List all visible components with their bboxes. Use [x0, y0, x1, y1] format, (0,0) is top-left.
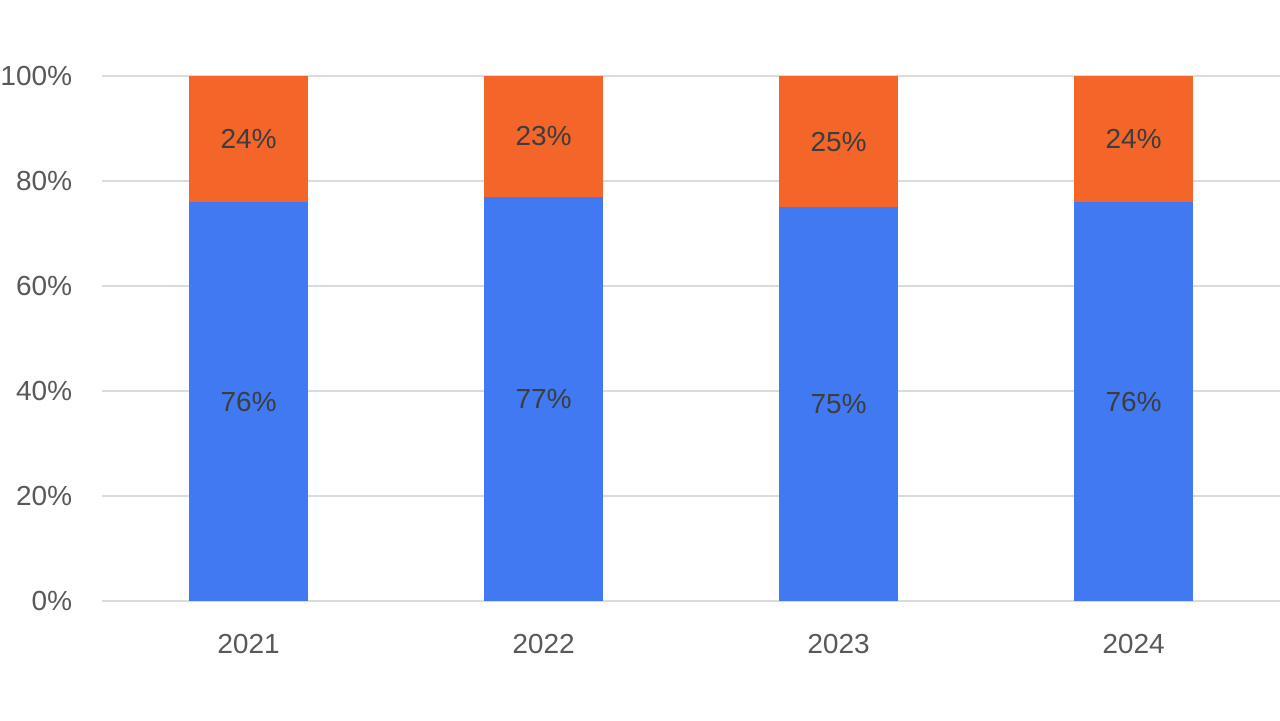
data-label: 75% [810, 388, 867, 420]
segment-orange-series-2023: 25% [779, 76, 898, 208]
y-tick-label: 80% [15, 165, 72, 196]
y-tick-label: 0% [31, 585, 72, 616]
segment-orange-series-2021: 24% [189, 76, 308, 202]
gridline-100% [102, 75, 1280, 77]
gridline-0% [102, 600, 1280, 602]
segment-blue-series-2024: 76% [1074, 202, 1193, 601]
y-tick-label: 20% [15, 480, 72, 511]
bar-2021: 24% 76% [189, 76, 308, 601]
gridline-80% [102, 180, 1280, 182]
y-tick-label: 100% [0, 60, 72, 91]
y-tick-label: 40% [15, 375, 72, 406]
gridline-60% [102, 285, 1280, 287]
gridline-20% [102, 495, 1280, 497]
y-tick-label: 60% [15, 270, 72, 301]
data-label: 24% [1105, 123, 1162, 154]
data-label: 24% [220, 123, 277, 154]
segment-blue-series-2021: 76% [189, 202, 308, 601]
data-label: 77% [515, 382, 572, 414]
segment-blue-series-2023: 75% [779, 207, 898, 601]
x-axis-label: 2021 [217, 628, 280, 659]
x-axis-label: 2024 [1102, 628, 1165, 659]
gridline-40% [102, 390, 1280, 392]
bar-2022: 23% 77% [484, 76, 603, 601]
bar-2024: 24% 76% [1074, 76, 1193, 601]
data-label: 23% [515, 120, 572, 152]
data-label: 76% [1105, 385, 1162, 417]
data-label: 76% [220, 385, 277, 417]
segment-blue-series-2022: 77% [484, 196, 603, 601]
segment-orange-series-2024: 24% [1074, 76, 1193, 202]
data-label: 25% [810, 125, 867, 157]
bar-2023: 25% 75% [779, 76, 898, 601]
x-axis-label: 2022 [512, 628, 575, 659]
segment-orange-series-2022: 23% [484, 76, 603, 197]
x-axis-label: 2023 [807, 628, 870, 659]
